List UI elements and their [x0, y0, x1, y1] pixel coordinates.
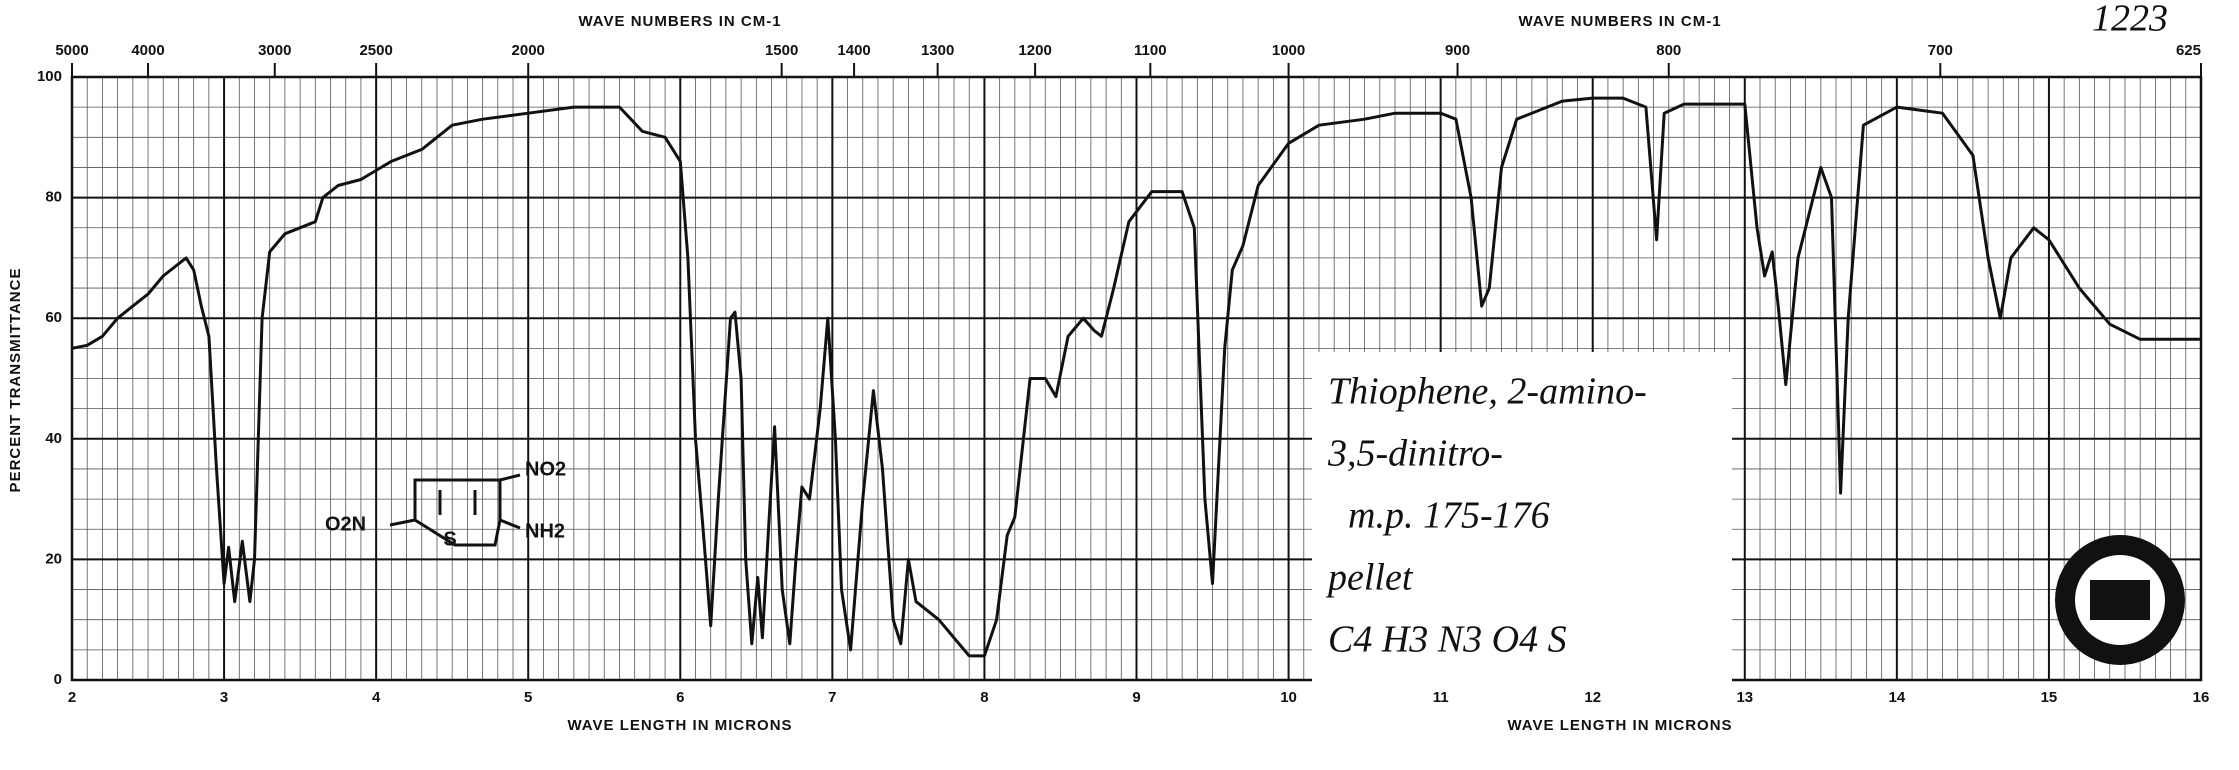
x-tick-label: 7	[828, 689, 836, 706]
sample-number: 1223	[2092, 0, 2168, 40]
x-tick-label: 3	[220, 689, 228, 706]
x-tick-label: 10	[1280, 689, 1297, 706]
x2-tick-label: 2000	[512, 42, 545, 59]
x2-tick-label: 900	[1445, 42, 1470, 59]
spectrum-line	[71, 96, 2201, 658]
x-axis-label: WAVE LENGTH IN MICRONS	[1507, 717, 1732, 734]
grid	[71, 76, 2202, 681]
x-tick-label: 15	[2041, 689, 2058, 706]
annotation: m.p. 175-176	[1348, 495, 1550, 537]
label-box	[1312, 352, 1732, 682]
x-tick-label: 14	[1889, 689, 1906, 706]
x2-tick-label: 1500	[765, 42, 798, 59]
notes: Thiophene, 2-amino- 3,5-dinitro-m.p. 175-…	[1325, 371, 1647, 661]
x-tick-label: 16	[2193, 689, 2210, 706]
y-tick-label: 0	[54, 671, 62, 688]
x-tick-label: 12	[1584, 689, 1601, 706]
x2-tick-label: 4000	[131, 42, 164, 59]
structure-label: S	[443, 528, 456, 550]
structure	[389, 473, 521, 547]
x2-tick-label: 1300	[921, 42, 954, 59]
x-tick-label: 4	[372, 689, 381, 706]
x-tick-label: 11	[1433, 689, 1449, 706]
x2-tick-label: 625	[2176, 42, 2201, 59]
top-axis-label: WAVE NUMBERS IN CM-1	[1518, 13, 1721, 30]
bond	[389, 518, 416, 527]
annotation: Thiophene, 2-amino-	[1328, 371, 1647, 413]
x2-tick-label: 800	[1656, 42, 1681, 59]
y-tick-label: 80	[45, 189, 62, 206]
x-tick-label: 2	[68, 689, 76, 706]
x-tick-label: 13	[1736, 689, 1753, 706]
y-tick-label: 20	[45, 550, 62, 567]
x2-tick-label: 1200	[1018, 42, 1051, 59]
top-axis-label: WAVE NUMBERS IN CM-1	[578, 13, 781, 30]
structure-label: NH2	[525, 520, 565, 542]
logo	[2055, 535, 2185, 665]
y-tick-label: 60	[45, 309, 62, 326]
bond	[499, 518, 521, 530]
bond	[499, 473, 521, 482]
annotation: C4 H3 N3 O4 S	[1328, 619, 1567, 661]
annotation: pellet	[1325, 557, 1414, 599]
x-axis-label: WAVE LENGTH IN MICRONS	[567, 717, 792, 734]
y-tick-label: 100	[37, 68, 62, 85]
structure-label: O2N	[325, 513, 366, 535]
structure-label: NO2	[525, 458, 566, 480]
x-tick-label: 6	[676, 689, 684, 706]
x2-tick-label: 1100	[1134, 42, 1167, 59]
x2-tick-label: 1400	[837, 42, 870, 59]
plot-frame	[70, 75, 2203, 682]
annotation: 3,5-dinitro-	[1327, 433, 1503, 475]
y-axis-label: PERCENT TRANSMITTANCE	[7, 268, 24, 493]
x2-tick-label: 5000	[55, 42, 88, 59]
x-tick-label: 5	[524, 689, 532, 706]
x2-tick-label: 3000	[258, 42, 291, 59]
x-tick-label: 8	[980, 689, 988, 706]
x-tick-label: 9	[1132, 689, 1140, 706]
y-tick-label: 40	[45, 430, 62, 447]
x2-tick-label: 2500	[359, 42, 392, 59]
x2-tick-label: 700	[1928, 42, 1953, 59]
x2-tick-label: 1000	[1272, 42, 1305, 59]
